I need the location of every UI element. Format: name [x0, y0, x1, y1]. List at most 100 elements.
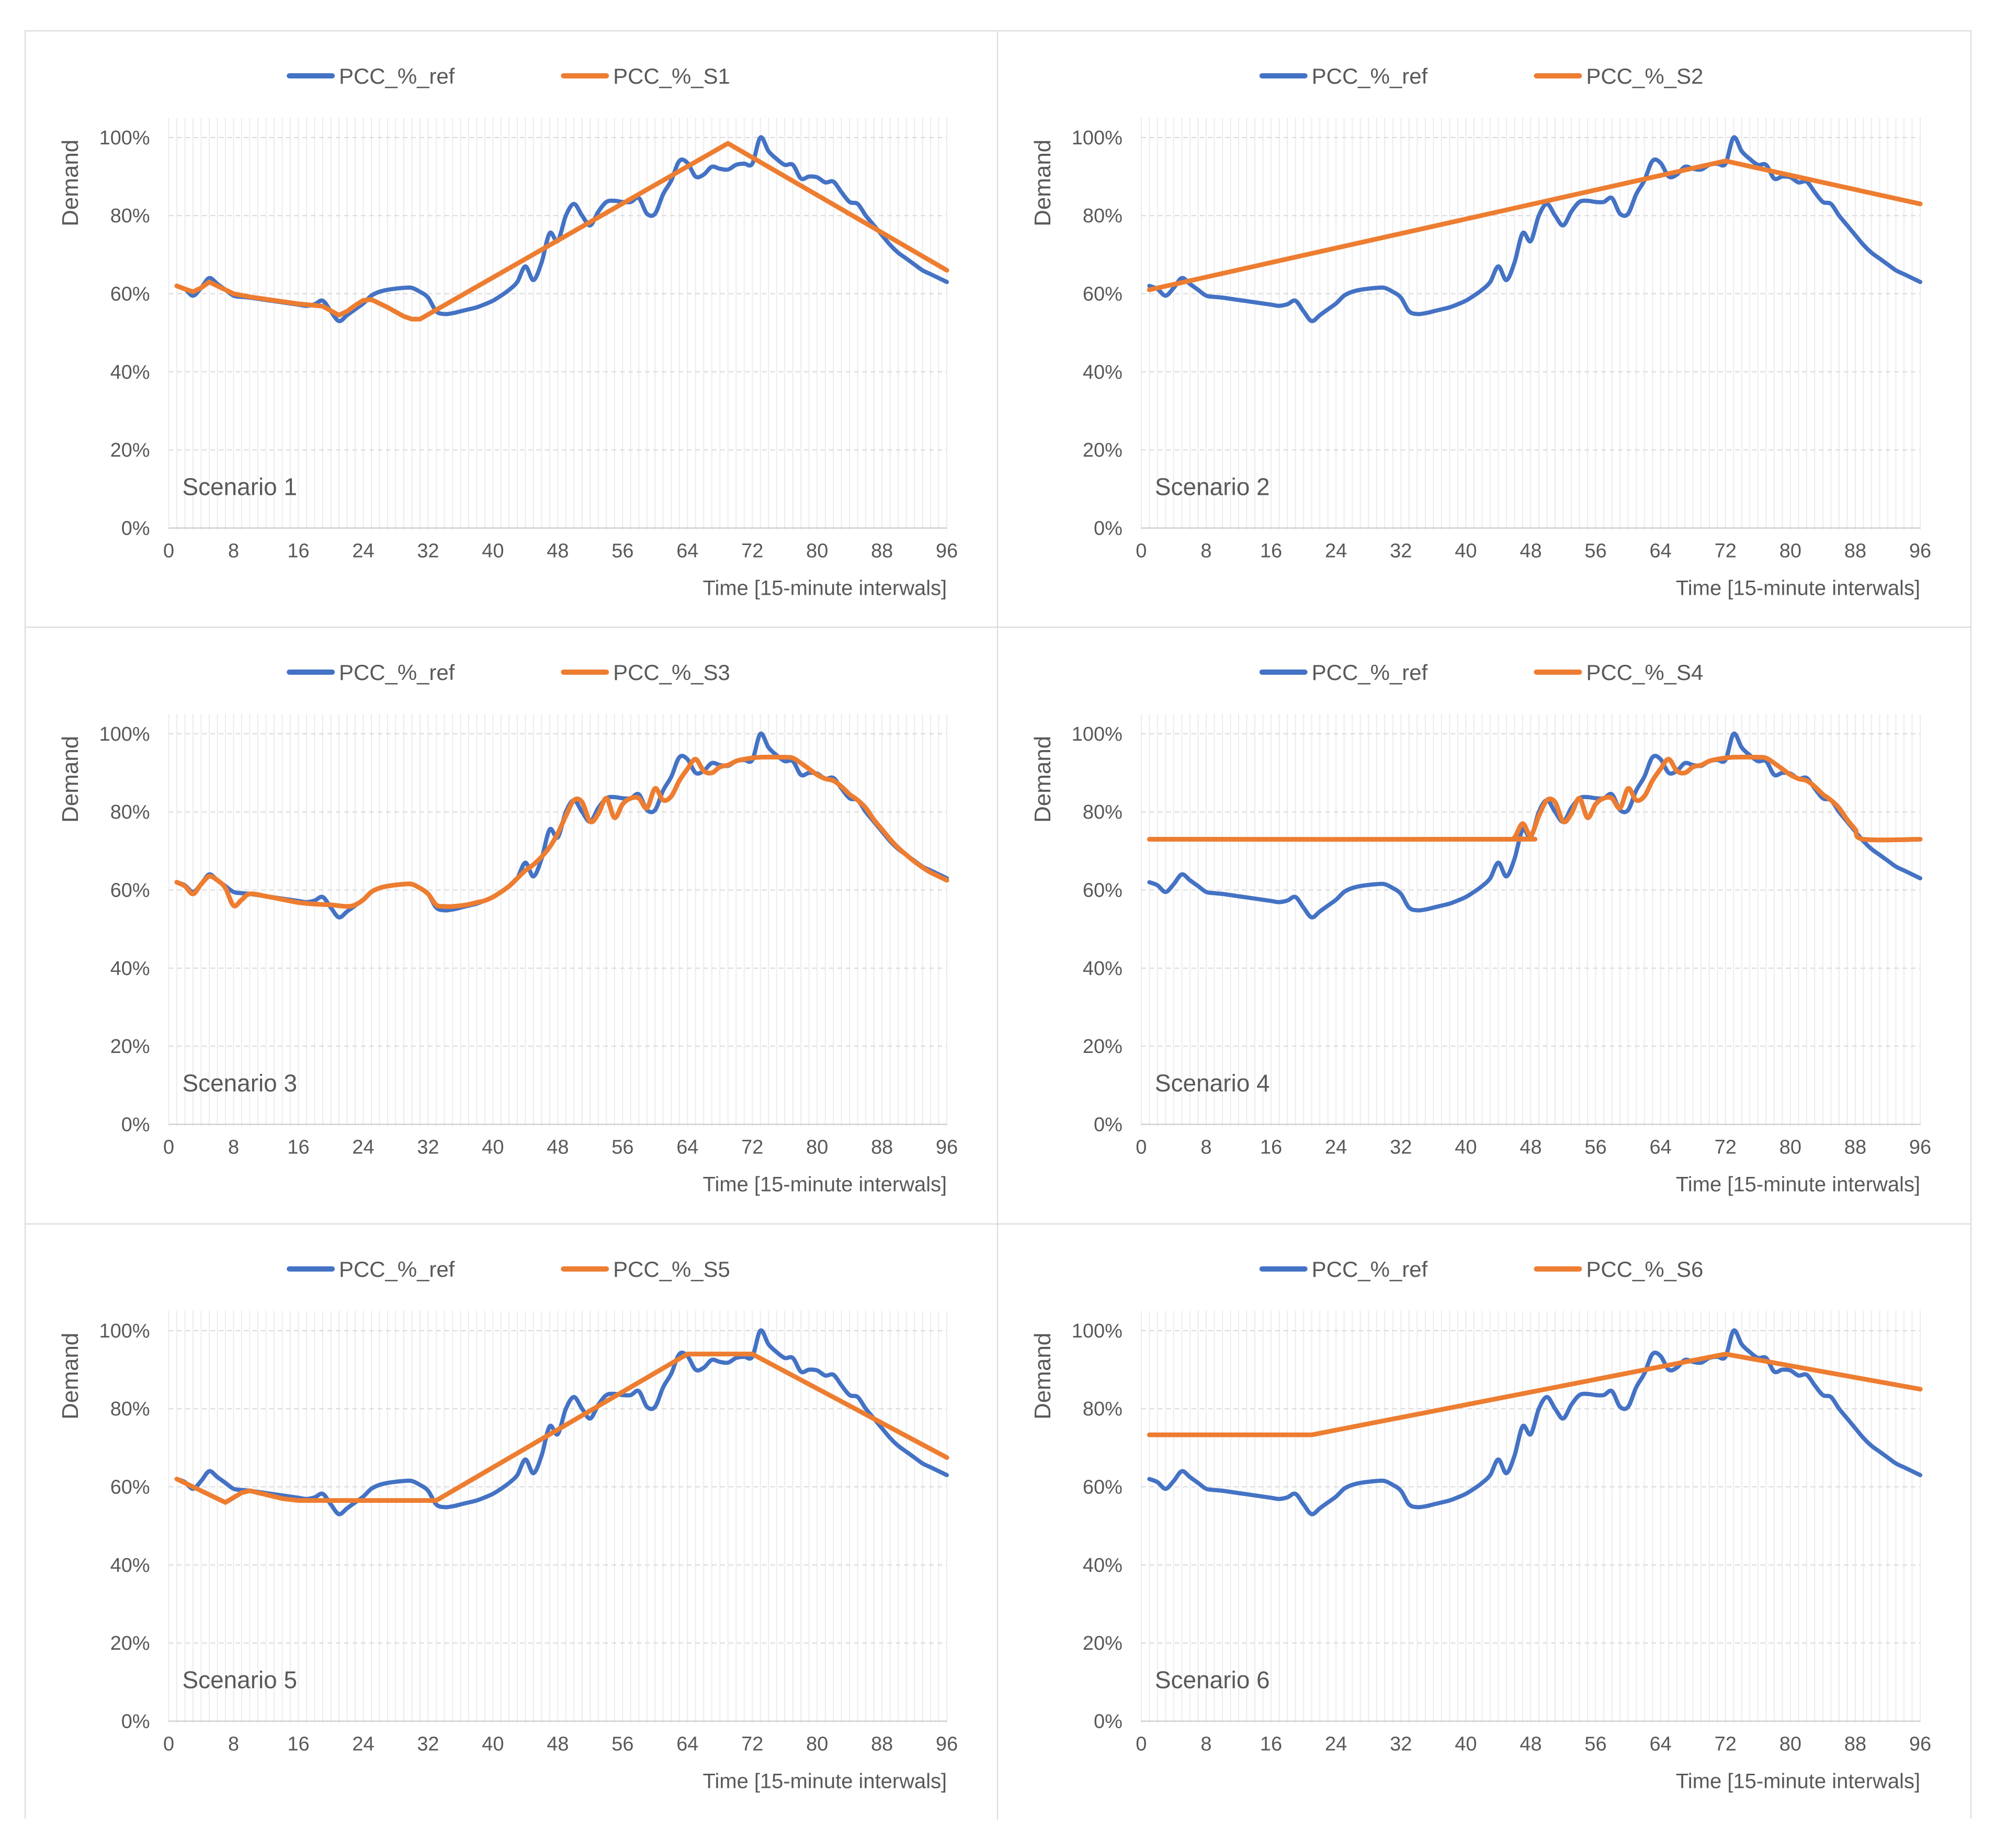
- y-tick-label: 100%: [99, 1320, 150, 1342]
- line-chart: PCC_%_ref PCC_%_S4 0% 20% 40% 60% 80% 100% 0 8 16 2…: [1030, 660, 1931, 1196]
- y-tick-label: 100%: [1072, 127, 1123, 149]
- major-gridlines: [168, 1330, 947, 1643]
- legend-scenario-label: PCC_%_S1: [613, 64, 730, 88]
- series-scenario-line: [174, 1351, 949, 1505]
- y-tick-label: 0%: [1094, 1710, 1123, 1732]
- y-tick-label: 60%: [1083, 880, 1123, 902]
- x-tick-label: 72: [1715, 1733, 1737, 1755]
- x-tick-label: 24: [1325, 540, 1347, 562]
- legend-ref-label: PCC_%_ref: [339, 660, 455, 685]
- y-tick-label: 80%: [1083, 802, 1123, 824]
- y-tick-label: 100%: [99, 723, 150, 745]
- x-tick-label: 96: [936, 540, 958, 562]
- x-tick-label: 56: [611, 540, 633, 562]
- x-tick-label: 88: [871, 540, 893, 562]
- x-tick-label: 8: [228, 1137, 239, 1159]
- x-tick-label: 56: [611, 1733, 633, 1755]
- line-chart: PCC_%_ref PCC_%_S2 0% 20% 40% 60% 80% 100% 0 8 16 2…: [1030, 64, 1931, 599]
- legend-ref-label: PCC_%_ref: [339, 64, 455, 88]
- x-tick-label: 40: [1455, 540, 1477, 562]
- scenario-comparison-grid: PCC_%_ref PCC_%_S1 0% 20% 40% 60% 80% 100% 0 8 16 2…: [25, 30, 1971, 1820]
- legend: PCC_%_ref PCC_%_S4: [1259, 660, 1703, 685]
- y-tick-label: 60%: [110, 283, 150, 305]
- x-tick-label: 16: [1260, 1137, 1282, 1159]
- y-tick-label: 80%: [110, 205, 150, 227]
- x-tick-label: 88: [1844, 1733, 1866, 1755]
- x-tick-label: 0: [163, 1137, 174, 1159]
- x-tick-label: 8: [228, 1733, 239, 1755]
- x-tick-label: 32: [417, 540, 439, 562]
- legend: PCC_%_ref PCC_%_S3: [287, 660, 730, 685]
- y-tick-label: 0%: [1094, 517, 1123, 539]
- legend: PCC_%_ref PCC_%_S1: [287, 64, 730, 88]
- x-tick-label: 40: [482, 1137, 504, 1159]
- x-tick-label: 72: [741, 1137, 763, 1159]
- legend-scenario-swatch: [1534, 670, 1582, 675]
- legend: PCC_%_ref PCC_%_S6: [1259, 1257, 1703, 1282]
- x-axis-title: Time [15-minute interwals]: [703, 1770, 947, 1793]
- x-tick-label: 24: [1325, 1137, 1347, 1159]
- x-tick-label: 96: [1909, 1733, 1931, 1755]
- legend-ref-swatch: [287, 1266, 335, 1272]
- x-tick-label: 80: [806, 540, 828, 562]
- x-tick-label: 56: [611, 1137, 633, 1159]
- x-tick-label: 80: [1779, 540, 1801, 562]
- legend-ref-label: PCC_%_ref: [1312, 1257, 1428, 1282]
- legend-ref-label: PCC_%_ref: [339, 1257, 455, 1282]
- y-tick-label: 40%: [1083, 958, 1123, 980]
- y-tick-label: 100%: [1072, 723, 1123, 745]
- legend-scenario-swatch: [1534, 73, 1582, 78]
- series-scenario-line: [1147, 158, 1923, 292]
- series-ref-line: [1147, 1328, 1923, 1516]
- legend: PCC_%_ref PCC_%_S5: [287, 1257, 730, 1282]
- x-tick-label: 88: [1844, 1137, 1866, 1159]
- major-gridlines: [1141, 1330, 1921, 1643]
- legend-ref-label: PCC_%_ref: [1312, 64, 1428, 88]
- x-tick-label: 0: [1136, 540, 1147, 562]
- x-tick-label: 40: [1455, 1137, 1477, 1159]
- chart-scenario-2: PCC_%_ref PCC_%_S2 0% 20% 40% 60% 80% 100% 0 8 16 2…: [998, 31, 1970, 628]
- chart-scenario-5: PCC_%_ref PCC_%_S5 0% 20% 40% 60% 80% 100% 0 8 16 2…: [26, 1224, 998, 1820]
- y-tick-label: 40%: [110, 1555, 150, 1577]
- y-tick-label: 20%: [110, 1036, 150, 1058]
- line-chart: PCC_%_ref PCC_%_S3 0% 20% 40% 60% 80% 100% 0 8 16 2…: [58, 660, 958, 1196]
- x-tick-label: 88: [871, 1137, 893, 1159]
- y-tick-label: 0%: [121, 517, 150, 539]
- x-tick-label: 64: [1650, 1733, 1672, 1755]
- x-tick-label: 48: [1520, 1137, 1541, 1159]
- y-tick-label: 20%: [1083, 439, 1123, 461]
- x-tick-label: 96: [936, 1733, 958, 1755]
- y-tick-label: 80%: [1083, 1398, 1123, 1420]
- legend-scenario-label: PCC_%_S2: [1586, 64, 1703, 88]
- x-tick-label: 96: [936, 1137, 958, 1159]
- x-axis-title: Time [15-minute interwals]: [1676, 1173, 1920, 1196]
- y-tick-label: 0%: [1094, 1114, 1123, 1136]
- y-axis-title: Demand: [1030, 736, 1056, 823]
- major-gridlines: [168, 733, 947, 1047]
- y-tick-label: 100%: [1072, 1320, 1123, 1342]
- x-tick-label: 88: [871, 1733, 893, 1755]
- y-tick-label: 0%: [121, 1114, 150, 1136]
- x-tick-label: 16: [287, 1733, 309, 1755]
- x-tick-label: 72: [1715, 540, 1737, 562]
- chart-scenario-3: PCC_%_ref PCC_%_S3 0% 20% 40% 60% 80% 100% 0 8 16 2…: [26, 628, 998, 1225]
- x-tick-label: 72: [1715, 1137, 1737, 1159]
- x-tick-label: 8: [1200, 1137, 1211, 1159]
- y-axis-title: Demand: [1030, 140, 1056, 226]
- scenario-label: Scenario 2: [1155, 473, 1270, 501]
- x-tick-label: 48: [1520, 1733, 1541, 1755]
- x-tick-label: 24: [1325, 1733, 1347, 1755]
- major-gridlines: [1141, 137, 1921, 451]
- x-tick-label: 48: [1520, 540, 1541, 562]
- x-tick-label: 32: [1390, 540, 1412, 562]
- major-gridlines: [168, 137, 947, 451]
- x-tick-label: 72: [741, 540, 763, 562]
- x-tick-label: 48: [547, 540, 569, 562]
- series-scenario-line: [174, 755, 949, 910]
- y-tick-label: 60%: [1083, 1476, 1123, 1498]
- y-tick-label: 40%: [110, 958, 150, 980]
- x-tick-label: 0: [1136, 1137, 1147, 1159]
- x-tick-label: 32: [417, 1733, 439, 1755]
- x-tick-label: 56: [1584, 1137, 1606, 1159]
- chart-scenario-6: PCC_%_ref PCC_%_S6 0% 20% 40% 60% 80% 100% 0 8 16 2…: [998, 1224, 1970, 1820]
